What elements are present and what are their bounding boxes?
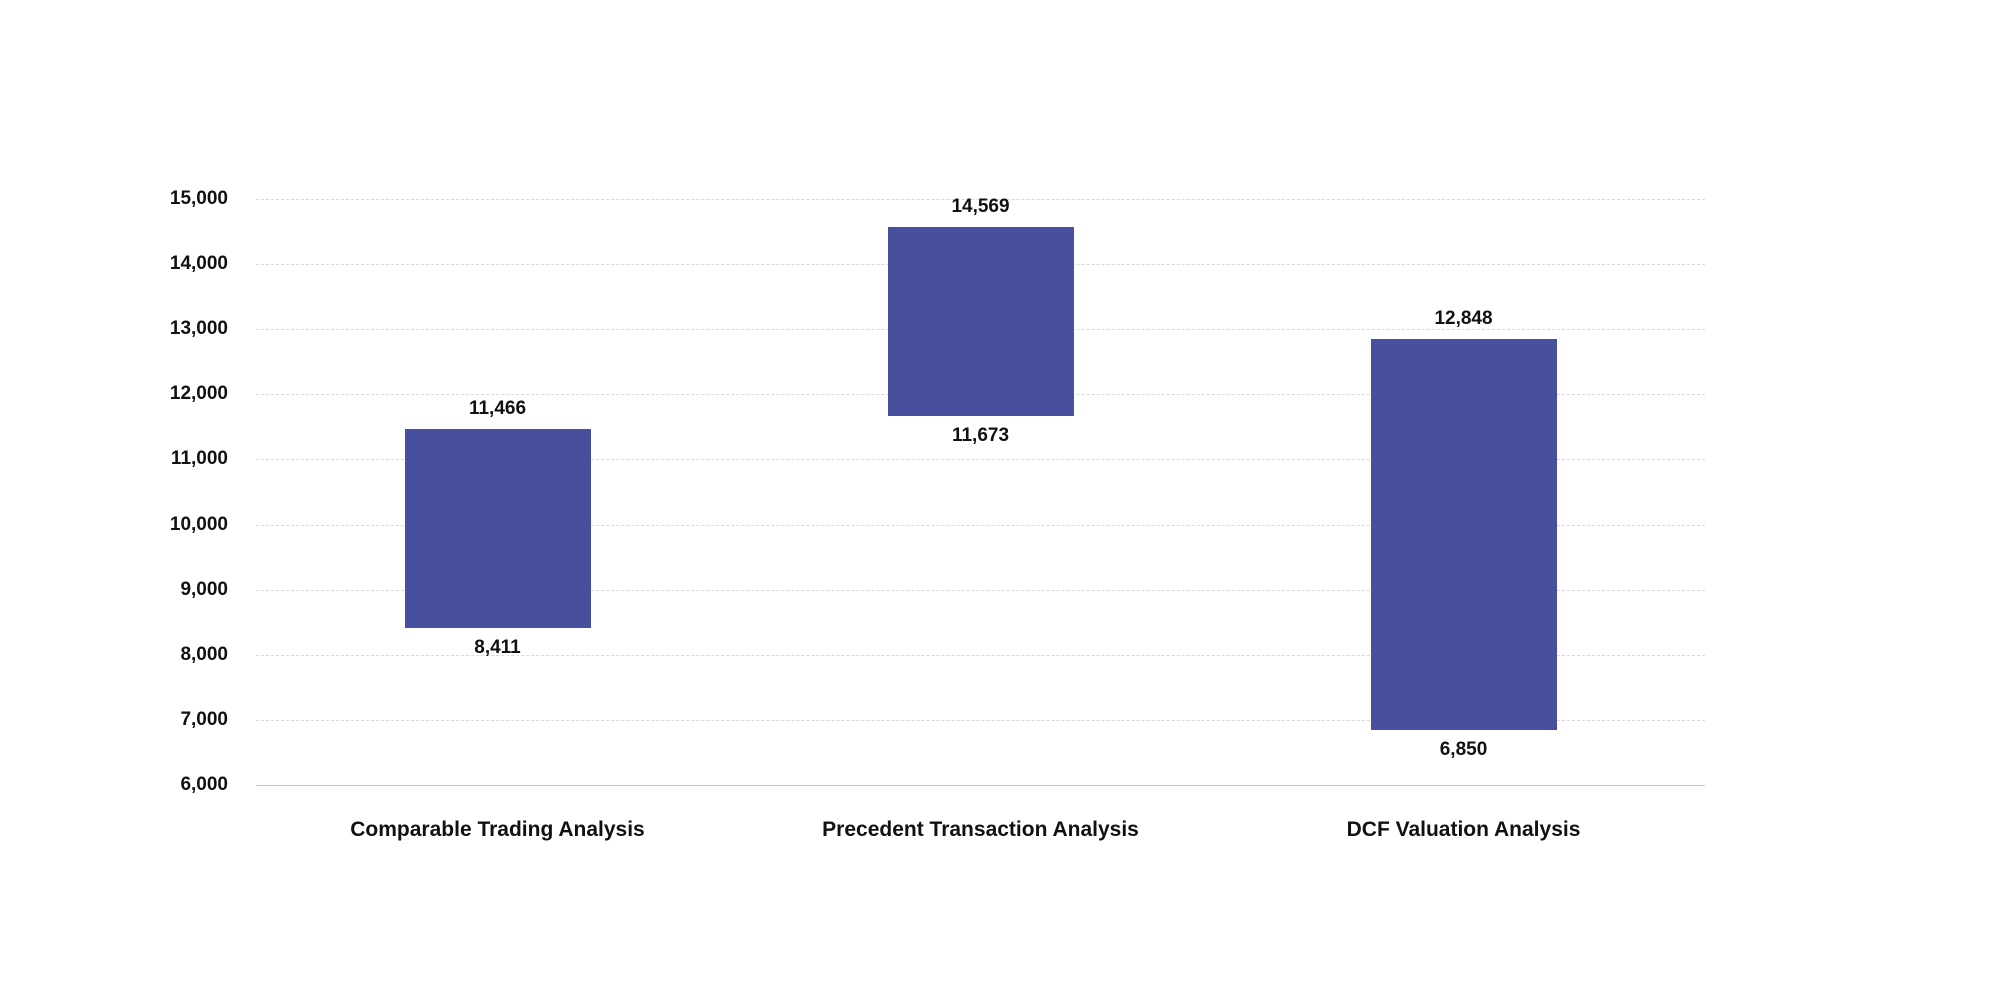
- range-bar: [887, 227, 1074, 416]
- bar-high-value-label: 12,848: [1434, 308, 1493, 330]
- y-axis-tick-label: 6,000: [180, 774, 228, 795]
- bar-high-value-label: 11,466: [468, 398, 527, 420]
- bar-high-value-label: 14,569: [951, 196, 1010, 218]
- gridline: [256, 719, 1705, 721]
- y-axis-tick-label: 10,000: [169, 513, 228, 535]
- y-axis-tick-label: 7,000: [180, 708, 228, 730]
- gridline: [256, 654, 1705, 656]
- x-axis-category-label: Comparable Trading Analysis: [350, 818, 645, 841]
- y-axis-tick-label: 12,000: [169, 383, 228, 405]
- y-axis-tick-label: 9,000: [180, 578, 228, 600]
- gridline: [256, 589, 1705, 591]
- y-axis-tick-label: 13,000: [169, 318, 228, 340]
- x-axis-category-label: DCF Valuation Analysis: [1346, 818, 1581, 841]
- y-axis-tick-label: 11,000: [170, 448, 228, 470]
- bar-low-value-label: 11,673: [951, 424, 1010, 446]
- x-axis-line: [256, 785, 1705, 786]
- gridline: [256, 459, 1705, 461]
- gridline: [256, 524, 1705, 526]
- range-bar: [1370, 339, 1557, 730]
- y-axis-tick-label: 8,000: [180, 643, 228, 665]
- range-bar: [404, 429, 591, 628]
- gridline: [256, 199, 1705, 200]
- y-axis-tick-label: 14,000: [169, 253, 228, 275]
- x-axis-category-label: Precedent Transaction Analysis: [822, 818, 1139, 841]
- bar-low-value-label: 6,850: [1439, 738, 1488, 760]
- y-axis-tick-label: 15,000: [169, 188, 228, 209]
- bar-low-value-label: 8,411: [474, 637, 521, 659]
